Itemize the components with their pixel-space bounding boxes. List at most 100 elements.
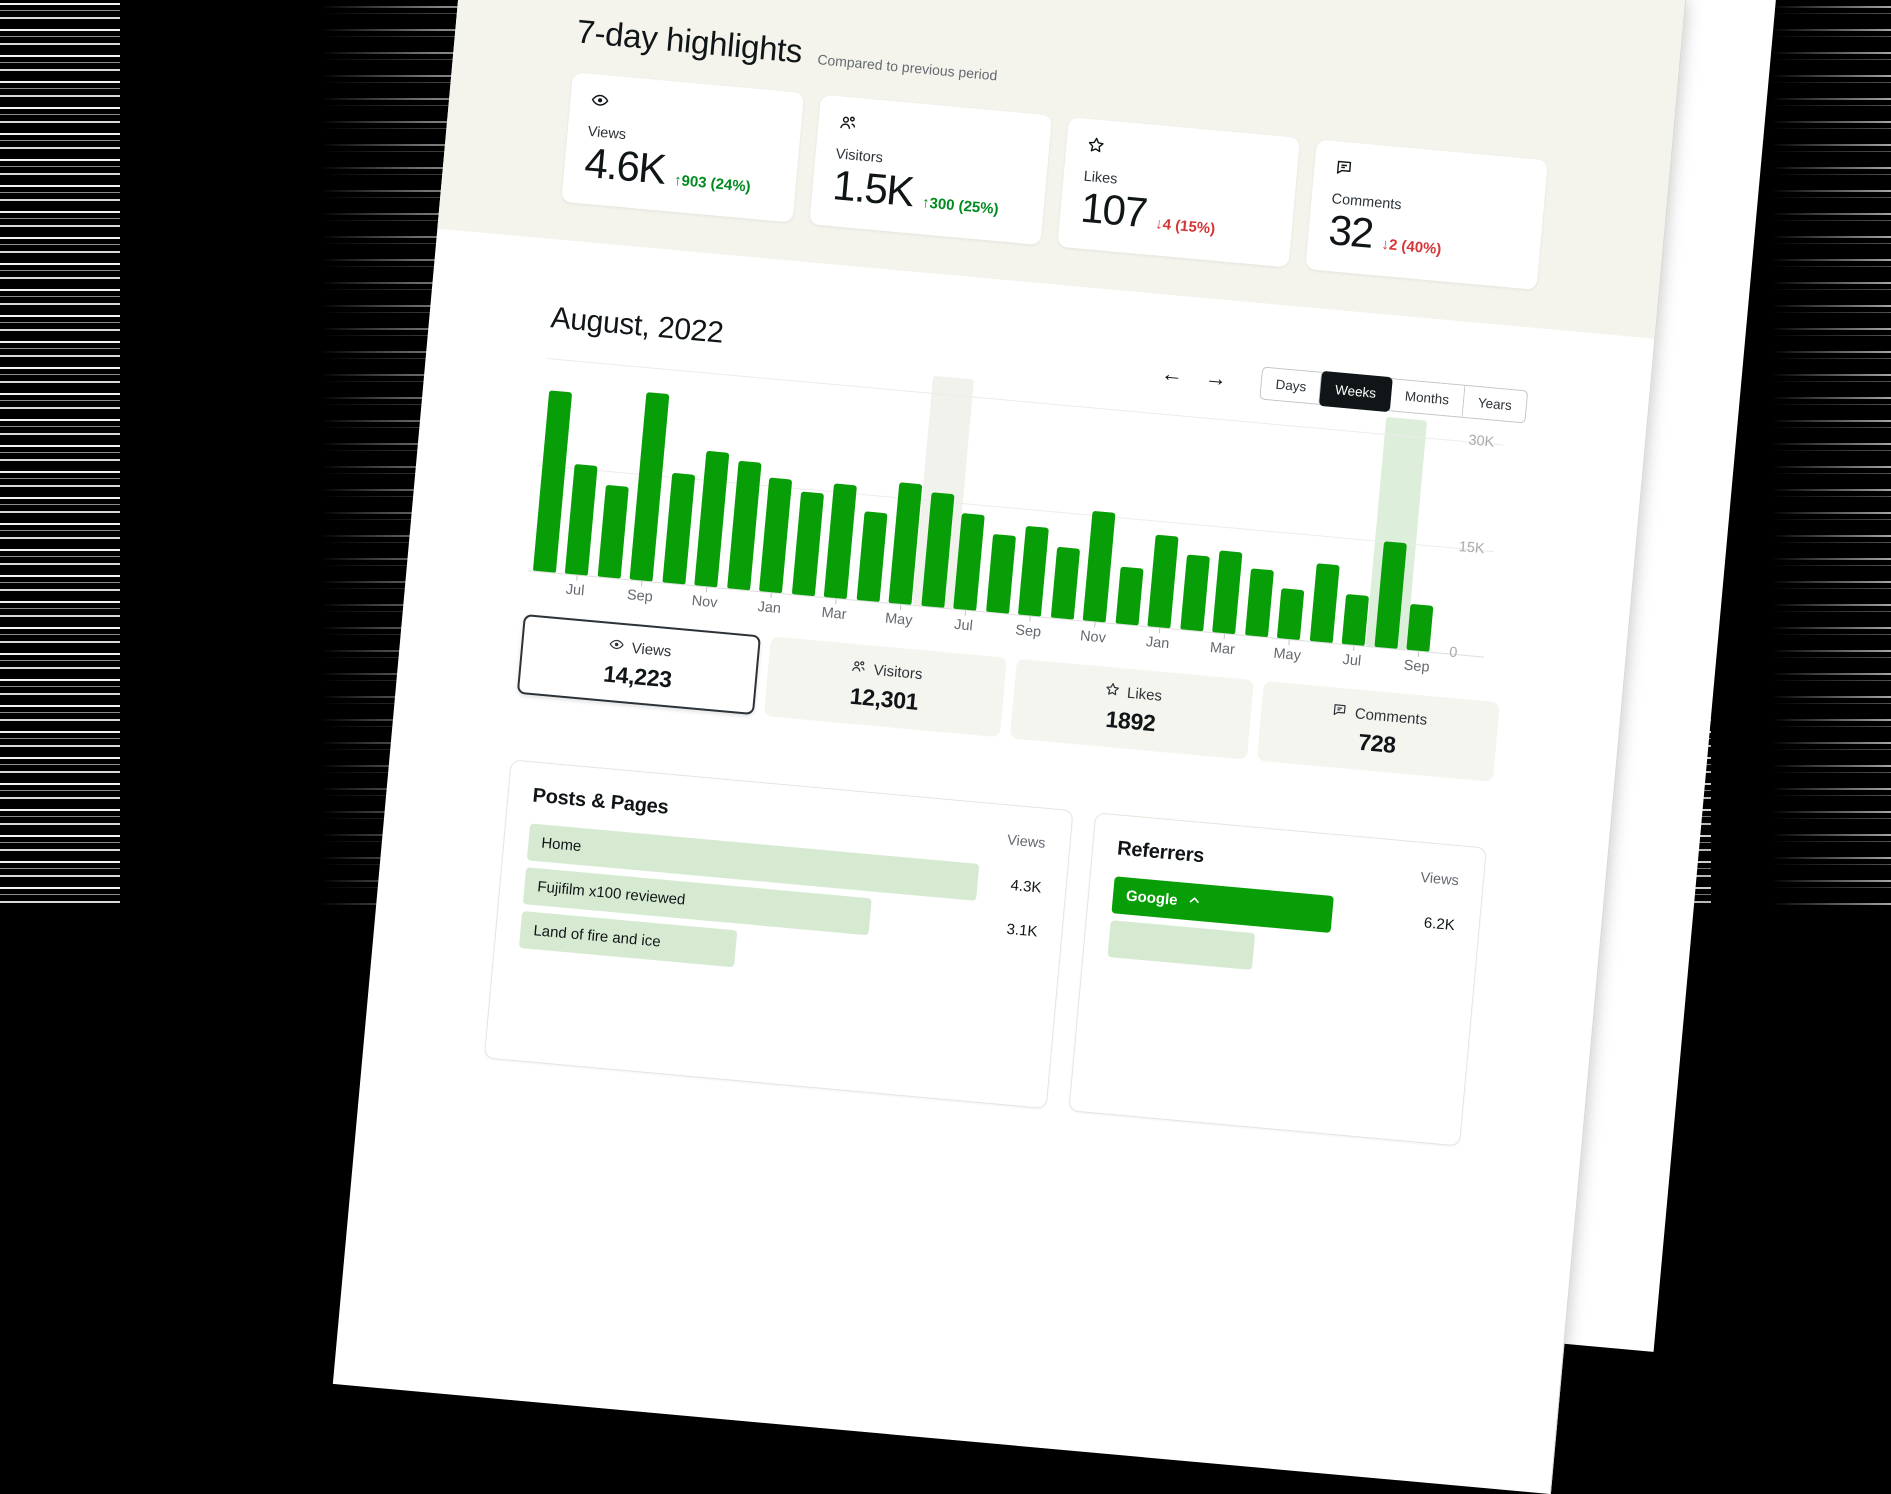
referrer-bar-google[interactable]: Google (1111, 876, 1335, 934)
posts-rows: Home 4.3K Fujifilm x100 reviewed 3.1K Land o… (518, 823, 1043, 994)
chart-bar[interactable] (1341, 594, 1370, 646)
x-axis-label: Jul (953, 616, 974, 635)
highlight-card-views[interactable]: Views 4.6K ↑903 (24%) (561, 72, 805, 223)
metric-tabs-row: Views 14,223 Visitors 12,301 Likes 1892 Commen… (516, 613, 1501, 782)
chart-bar[interactable] (565, 463, 598, 576)
metric-tab-visitors[interactable]: Visitors 12,301 (763, 636, 1008, 738)
posts-panel-title: Posts & Pages (531, 784, 670, 819)
range-segmented-control: Days Weeks Months Years (1259, 366, 1529, 423)
referrer-views-value: 6.2K (1423, 914, 1456, 935)
highlights-subtitle: Compared to previous period (816, 51, 999, 84)
chart-bar[interactable] (856, 511, 888, 602)
metric-tab-comments[interactable]: Comments 728 (1256, 680, 1501, 782)
bottom-panels: Posts & Pages Views Home 4.3K Fujifilm x10… (483, 759, 1487, 1147)
referrers-panel-title: Referrers (1116, 837, 1206, 868)
metric-tab-label: Views (630, 639, 673, 660)
chart-bar[interactable] (662, 472, 695, 585)
chart-bar[interactable] (1406, 603, 1434, 652)
chart-bar[interactable] (823, 483, 858, 600)
metric-tab-label: Likes (1126, 684, 1163, 705)
chart-bar[interactable] (1050, 546, 1080, 620)
eye-icon (589, 94, 609, 115)
metric-tab-label: Visitors (872, 661, 924, 683)
metric-tab-views[interactable]: Views 14,223 (516, 613, 761, 716)
x-axis-label: Jan (756, 599, 782, 618)
people-icon (837, 116, 857, 137)
metric-tab-value: 728 (1357, 728, 1397, 759)
card-delta: ↓4 (15%) (1154, 215, 1216, 238)
x-axis-label: Jul (565, 581, 586, 600)
eye-icon (608, 636, 626, 657)
x-axis-tick (770, 593, 772, 599)
chart-bar[interactable] (1277, 588, 1305, 641)
x-axis-tick (1093, 622, 1096, 628)
card-delta: ↑903 (24%) (673, 171, 752, 196)
x-axis-tick (964, 610, 966, 616)
highlight-card-likes[interactable]: Likes 107 ↓4 (15%) (1057, 117, 1301, 268)
card-value: 4.6K (582, 138, 668, 193)
chart-bar[interactable] (1018, 525, 1050, 617)
previous-period-arrow[interactable]: ← (1160, 360, 1185, 388)
x-axis-label: Sep (1014, 622, 1042, 641)
chart-bar[interactable] (1309, 563, 1340, 643)
x-axis-label: Jan (1145, 634, 1171, 653)
x-axis-tick (705, 587, 707, 593)
x-axis-tick (1352, 645, 1355, 651)
post-views-value: 4.3K (1009, 876, 1043, 897)
metric-tab-value: 1892 (1104, 705, 1157, 737)
referrer-bar[interactable] (1107, 920, 1256, 971)
x-axis-label: Jul (1341, 651, 1362, 670)
x-axis-label: Sep (1403, 657, 1431, 676)
highlight-card-visitors[interactable]: Visitors 1.5K ↑300 (25%) (809, 94, 1053, 246)
x-axis-tick (640, 581, 643, 587)
next-period-arrow[interactable]: → (1203, 364, 1229, 392)
chart-bar[interactable] (1180, 554, 1210, 632)
noise-streaks (1771, 0, 1891, 908)
metric-tab-value: 12,301 (848, 682, 920, 715)
card-value: 1.5K (830, 161, 916, 216)
range-tab-years[interactable]: Years (1461, 385, 1528, 422)
x-axis-label: Nov (690, 593, 719, 612)
noise-streaks (0, 0, 120, 908)
chart-bar[interactable] (629, 392, 670, 582)
y-axis-label: 15K (1458, 538, 1486, 557)
chart-bar[interactable] (597, 484, 629, 579)
chart-bar[interactable] (1212, 550, 1243, 635)
range-tab-weeks[interactable]: Weeks (1317, 370, 1393, 412)
x-axis-tick (834, 598, 837, 605)
x-axis-label: Mar (820, 604, 848, 624)
x-axis-label: Mar (1209, 639, 1236, 659)
x-axis-tick (575, 575, 578, 581)
chart-bar[interactable] (985, 533, 1016, 614)
post-label: Land of fire and ice (532, 922, 662, 951)
star-icon (1103, 681, 1121, 702)
chart-bar[interactable] (1147, 534, 1179, 629)
chart-bar[interactable] (532, 390, 572, 573)
x-axis-label: May (884, 610, 914, 629)
post-views-value: 3.1K (1005, 920, 1039, 941)
chart-bar[interactable] (791, 491, 824, 597)
star-icon (1085, 137, 1105, 160)
chart-bar[interactable] (1244, 568, 1274, 638)
metric-tab-likes[interactable]: Likes 1892 (1009, 658, 1254, 760)
x-axis-label: Sep (626, 587, 654, 606)
x-axis-tick (1288, 639, 1290, 646)
referrer-rows: Google 6.2K (1107, 876, 1456, 988)
chevron_up-icon (1186, 892, 1203, 912)
chart-bar[interactable] (726, 460, 762, 591)
x-axis-tick (1029, 616, 1031, 622)
chart-bar[interactable] (1115, 566, 1144, 626)
chart-bar[interactable] (694, 450, 730, 588)
range-tab-months[interactable]: Months (1388, 378, 1465, 417)
posts-pages-panel: Posts & Pages Views Home 4.3K Fujifilm x10… (483, 759, 1074, 1110)
referrer-label: Google (1125, 887, 1179, 910)
chart-bar[interactable] (1082, 510, 1116, 623)
post-label: Fujifilm x100 reviewed (536, 878, 687, 909)
highlight-card-comments[interactable]: Comments 32 ↓2 (40%) (1305, 139, 1549, 290)
referrer-views-value (1387, 964, 1451, 970)
range-tab-days[interactable]: Days (1260, 367, 1322, 404)
chart-bar[interactable] (759, 477, 793, 594)
highlights-title: 7-day highlights (575, 12, 804, 70)
metric-tab-label: Comments (1354, 704, 1428, 729)
card-delta: ↓2 (40%) (1380, 235, 1443, 259)
